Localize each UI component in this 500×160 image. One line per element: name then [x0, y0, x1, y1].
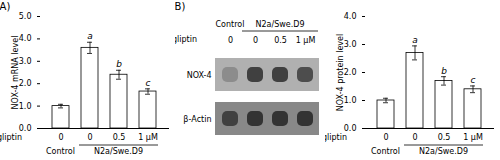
svg-text:c: c [146, 78, 151, 88]
svg-text:4.0: 4.0 [344, 12, 357, 21]
svg-text:(A): (A) [0, 1, 10, 12]
svg-text:0.5: 0.5 [438, 133, 451, 142]
svg-text:Control: Control [46, 147, 75, 156]
svg-text:0.0: 0.0 [343, 124, 357, 134]
svg-text:1 μM: 1 μM [463, 133, 483, 142]
svg-text:NOX-4: NOX-4 [187, 71, 212, 80]
svg-text:NOX-4 mRNA level: NOX-4 mRNA level [11, 36, 20, 110]
svg-text:0: 0 [87, 133, 92, 142]
svg-text:1.0: 1.0 [19, 102, 32, 111]
svg-text:anagliptin: anagliptin [0, 133, 22, 142]
svg-text:anagliptin: anagliptin [175, 35, 197, 44]
svg-text:(B): (B) [175, 1, 185, 12]
svg-text:Control: Control [216, 20, 245, 29]
svg-text:0: 0 [228, 36, 233, 45]
svg-text:3.0: 3.0 [344, 40, 357, 49]
svg-text:0: 0 [412, 133, 417, 142]
svg-text:0: 0 [383, 133, 388, 142]
svg-text:N2a/Swe.D9: N2a/Swe.D9 [255, 20, 304, 29]
svg-text:NOX-4 protein level: NOX-4 protein level [336, 34, 345, 111]
svg-text:3.0: 3.0 [19, 57, 32, 66]
svg-text:anagliptin: anagliptin [325, 133, 347, 142]
svg-text:1 μM: 1 μM [138, 133, 158, 142]
svg-text:β-Actin: β-Actin [183, 115, 211, 124]
svg-text:Control: Control [371, 147, 400, 156]
svg-text:0: 0 [253, 36, 258, 45]
svg-text:0: 0 [58, 133, 63, 142]
svg-text:b: b [116, 59, 122, 69]
svg-text:N2a/Swe.D9: N2a/Swe.D9 [419, 147, 468, 156]
svg-text:0.5: 0.5 [113, 133, 126, 142]
svg-text:0.0: 0.0 [18, 124, 32, 134]
svg-text:1 μM: 1 μM [296, 36, 316, 45]
svg-text:2.0: 2.0 [19, 79, 32, 88]
svg-text:c: c [471, 75, 476, 85]
svg-text:b: b [441, 66, 447, 76]
svg-text:a: a [412, 35, 418, 45]
svg-text:0.5: 0.5 [274, 36, 287, 45]
svg-text:a: a [87, 31, 93, 41]
svg-text:5.0: 5.0 [19, 12, 32, 21]
svg-text:4.0: 4.0 [19, 34, 32, 43]
svg-text:1.0: 1.0 [344, 96, 357, 105]
svg-text:2.0: 2.0 [344, 68, 357, 77]
svg-text:N2a/Swe.D9: N2a/Swe.D9 [94, 147, 143, 156]
